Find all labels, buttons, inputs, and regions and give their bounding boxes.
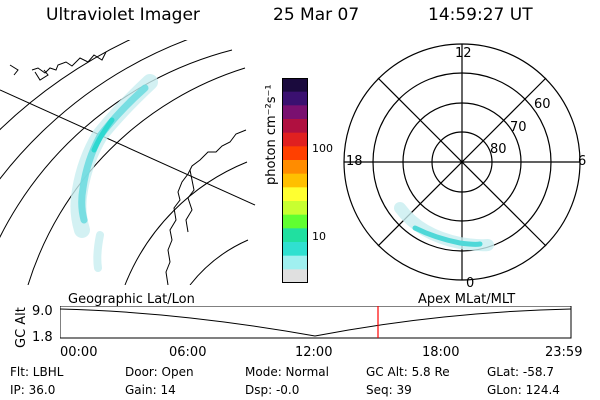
colorbar <box>282 78 308 284</box>
info-glon: GLon: 124.4 <box>487 383 560 397</box>
observation-time: 14:59:27 UT <box>428 5 533 25</box>
colorbar-band <box>282 214 308 229</box>
lat-arc-5 <box>0 40 131 131</box>
timeline-xtick-3: 18:00 <box>422 345 460 360</box>
lat-label-60: 60 <box>534 97 551 112</box>
lat-arc-3 <box>0 49 233 239</box>
colorbar-band <box>282 255 308 270</box>
colorbar-band <box>282 242 308 257</box>
polar-plot-panel <box>340 40 600 290</box>
altitude-timeline <box>59 305 575 346</box>
polar-grid <box>343 43 581 281</box>
polar-aurora <box>394 202 494 252</box>
lat-arc-1 <box>27 67 246 285</box>
altitude-curve <box>59 308 572 337</box>
timeline-ytick-top: 9.0 <box>32 304 53 319</box>
colorbar-tick-10: 10 <box>312 230 326 243</box>
colorbar-gradient <box>282 78 308 284</box>
coastline-island <box>34 69 49 81</box>
lat-label-80: 80 <box>490 142 507 157</box>
colorbar-units-label: photon cm⁻²s⁻¹ <box>264 84 279 185</box>
polar-panel-label: Apex MLat/MLT <box>418 292 516 307</box>
mlt-label-12: 12 <box>455 46 472 61</box>
colorbar-band <box>282 269 308 284</box>
colorbar-band <box>282 119 308 134</box>
colorbar-band <box>282 187 308 202</box>
colorbar-band <box>282 91 308 106</box>
info-gc-alt: GC Alt: 5.8 Re <box>366 365 450 379</box>
colorbar-band <box>282 78 308 93</box>
timeline-xtick-2: 12:00 <box>295 345 333 360</box>
info-ip: IP: 36.0 <box>10 383 56 397</box>
coastline-east <box>165 129 247 285</box>
geographic-image-panel <box>0 40 260 285</box>
mlt-label-18: 18 <box>346 154 363 169</box>
info-dsp: Dsp: -0.0 <box>245 383 300 397</box>
info-filter: Flt: LBHL <box>10 365 64 379</box>
timeline-ytick-bottom: 1.8 <box>32 330 53 345</box>
coastline-north <box>31 51 107 74</box>
colorbar-border <box>282 78 308 283</box>
observation-date: 25 Mar 07 <box>273 5 360 25</box>
timeline-axis-label: GC Alt <box>14 307 29 348</box>
info-glat: GLat: -58.7 <box>487 365 554 379</box>
geo-panel-label: Geographic Lat/Lon <box>68 292 195 307</box>
timeline-xtick-1: 06:00 <box>169 345 207 360</box>
lon-line <box>0 89 256 206</box>
altitude-timeline-plot <box>59 305 572 339</box>
geographic-map <box>0 40 256 285</box>
colorbar-band <box>282 132 308 147</box>
colorbar-band <box>282 173 308 188</box>
colorbar-band <box>282 105 308 120</box>
colorbar-band <box>282 146 308 161</box>
colorbar-band <box>282 228 308 243</box>
lat-label-70: 70 <box>510 120 527 135</box>
mlt-label-0: 0 <box>466 276 475 291</box>
info-seq: Seq: 39 <box>366 383 412 397</box>
mlt-label-6: 6 <box>578 154 587 169</box>
instrument-title: Ultraviolet Imager <box>46 5 200 25</box>
timeline-xtick-4: 23:59 <box>545 345 583 360</box>
info-door: Door: Open <box>125 365 194 379</box>
lat-arc-2 <box>124 161 248 285</box>
colorbar-band <box>282 201 308 216</box>
colorbar-band <box>282 160 308 175</box>
lat-arc-4 <box>0 40 188 180</box>
lat-arc-6 <box>189 239 249 285</box>
coastline-inner <box>185 169 195 233</box>
colorbar-tick-100: 100 <box>312 142 333 155</box>
coastline-small <box>9 64 19 76</box>
info-mode: Mode: Normal <box>245 365 329 379</box>
info-gain: Gain: 14 <box>125 383 176 397</box>
timeline-xtick-0: 00:00 <box>60 345 98 360</box>
aurora-emission <box>70 74 158 272</box>
